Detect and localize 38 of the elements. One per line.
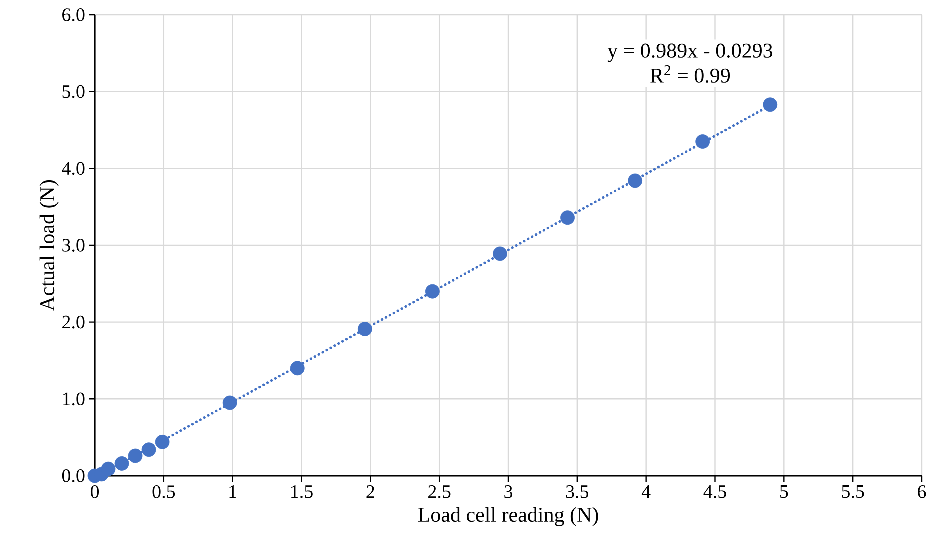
x-tick-label: 4 (642, 486, 651, 498)
point (628, 174, 643, 188)
point (290, 361, 305, 376)
point (114, 456, 130, 471)
x-tick-label: 2 (366, 486, 374, 498)
x-tick-label: 5 (780, 486, 788, 498)
y-axis-title: Actual load (N) (40, 180, 59, 312)
y-tick-label: 6.0 (62, 8, 85, 22)
point (425, 284, 440, 299)
x-tick-label: 0.5 (152, 486, 176, 498)
y-tick-label: 4.0 (62, 162, 85, 176)
x-tick-label: 3 (504, 486, 512, 498)
point (358, 322, 372, 336)
y-tick-label: 0.0 (62, 470, 85, 482)
point (493, 246, 508, 262)
point (560, 210, 575, 226)
y-tick-label: 3.0 (62, 239, 85, 252)
x-axis-title: Load cell reading (N) (418, 507, 598, 526)
y-tick-label: 1.0 (63, 392, 85, 406)
point (763, 98, 778, 112)
y-tick-label: 5.0 (62, 85, 85, 98)
x-tick-label: 0 (90, 486, 100, 498)
point (155, 434, 170, 450)
annotation: y = 0.989x - 0.0293 (608, 44, 773, 62)
y-tick-label: 2.0 (62, 316, 85, 329)
x-tick-label: 3.5 (566, 486, 589, 498)
x-tick-label: 6 (918, 486, 926, 498)
x-tick-label: 2.5 (428, 486, 451, 498)
x-tick-label: 1.5 (292, 486, 313, 498)
x-tick-label: 5.5 (842, 486, 864, 498)
point (128, 448, 143, 464)
point (696, 134, 710, 149)
x-tick-label: 1 (230, 486, 236, 498)
annotation: R$^{2}$ = 0.99 (650, 65, 730, 84)
point (222, 396, 238, 410)
point (142, 442, 156, 458)
x-tick-label: 4.5 (704, 486, 726, 498)
point (101, 462, 116, 476)
